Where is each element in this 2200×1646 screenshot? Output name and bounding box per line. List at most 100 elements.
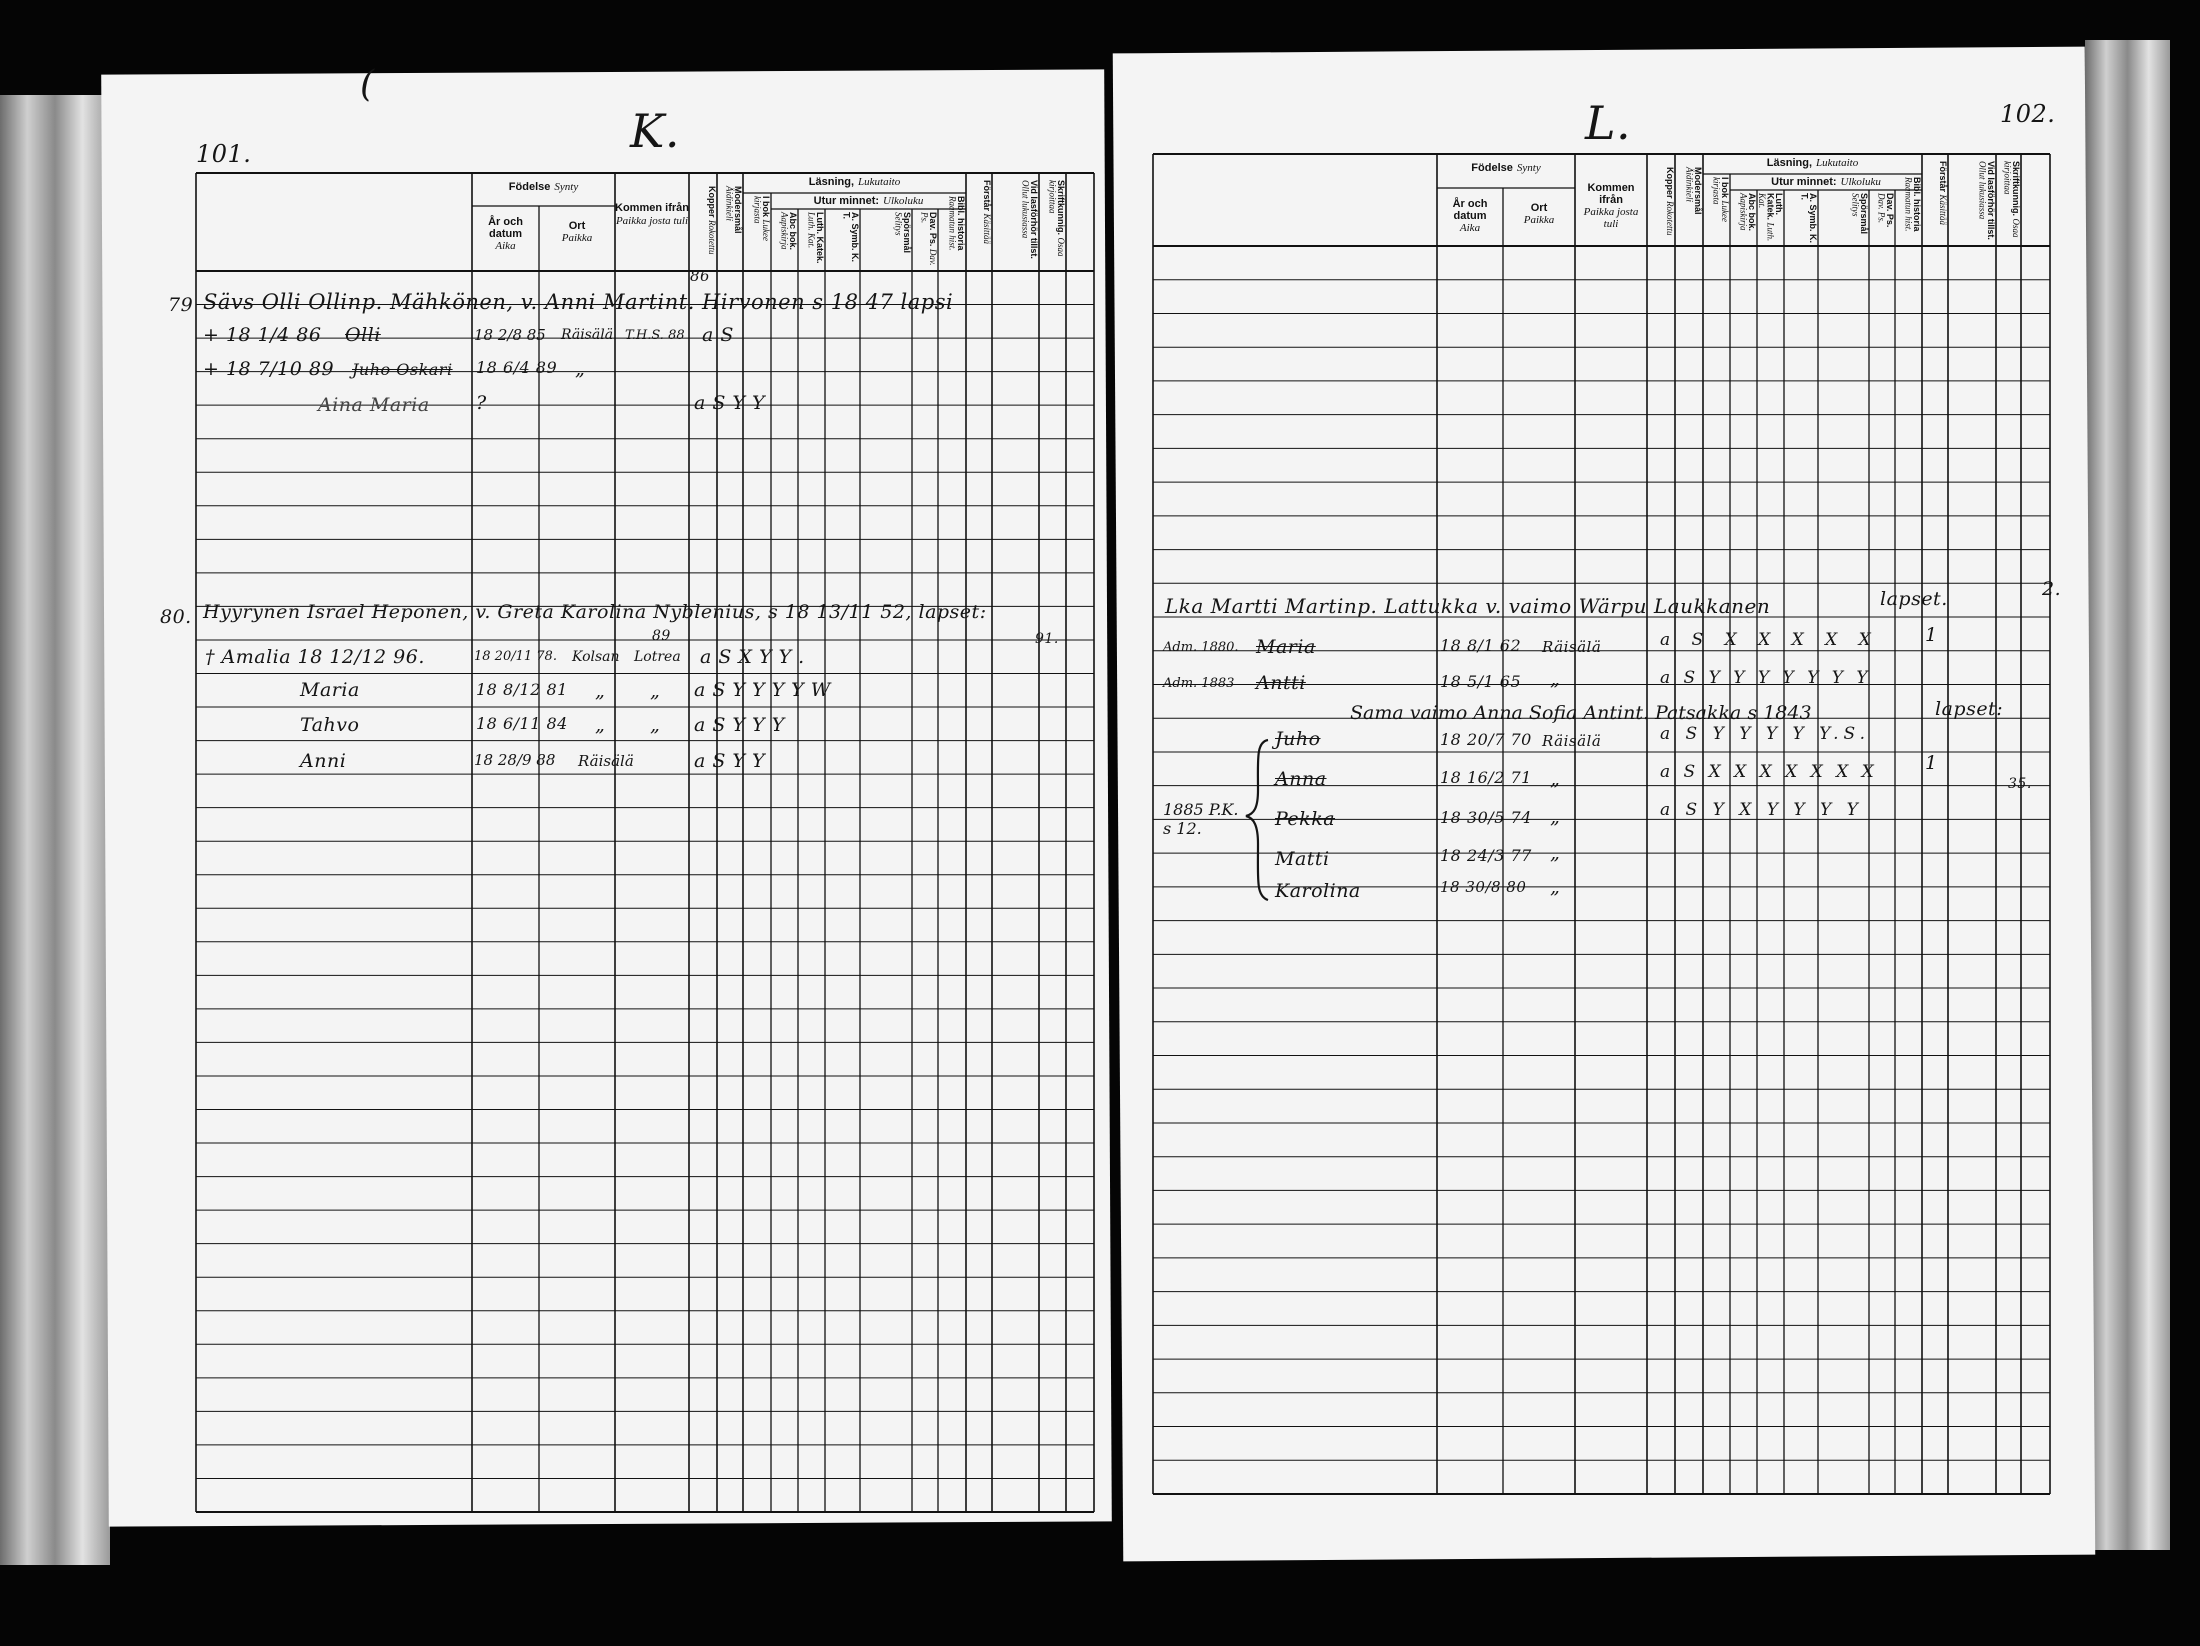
reading-marks: a S X Y Y . [700,646,805,668]
birth-place: Kolsan [572,649,620,665]
header-label-finnish: Paikka josta tuli [1583,205,1639,231]
section-letter-k: K. [630,104,680,158]
header-understands: Förstår Käsittää [1923,161,1948,243]
header-birth-date: År och datum Aika [1437,198,1503,234]
reading-marks: a S Y Y [694,750,766,772]
header-label: År och datum [1452,198,1488,223]
header-reads-book: I bok Lukee kirjasta [744,196,771,268]
entry-number: 79 [168,294,194,316]
person-name: Anni [300,750,347,772]
header-label: Födelse [508,181,551,193]
header-mother-tongue: Modersmål Äidinkieli [718,186,743,268]
reading-marks: a S Y Y Y Y Y.S. [1660,724,1870,744]
birth-date: 18 8/1 62 [1440,636,1522,655]
household-wife: Sama vaimo Anna Sofia Antint. Patsakka s… [1350,702,1812,724]
came-from: T.H.S. 88 [625,328,685,343]
header-symbol: A. Symb. K. T. [826,212,860,268]
header-understands: Förstår Käsittää [967,180,992,268]
birth-place: Räisälä [561,327,614,343]
entry-number: 80. [160,606,192,628]
birth-date: 18 2/8 85 [474,326,546,344]
person-name: Juho Oskari [352,360,453,379]
header-fodelse: Födelse Synty [472,181,615,193]
reading-marks: a S X X X X X X X [1660,762,1878,782]
header-label: Luth. Katek. [1765,193,1784,221]
section-letter-l: L. [1585,96,1632,150]
header-label-finnish: Aapiskirja [1738,193,1749,231]
person-name: Antti [1256,672,1306,694]
person-name: Maria [300,679,360,701]
reading-marks: a S Y Y Y Y W [694,679,831,701]
birth-place: „ [595,680,606,702]
header-abc-book: Abc bok. Aapiskirja [772,212,798,268]
header-label-finnish: Ulkoluku [1840,176,1881,188]
header-by-heart: Utur minnet: Ulkoluku [1730,176,1922,188]
birth-date: 18 6/4 89 [476,358,558,377]
header-label-finnish: Synty [1516,162,1541,174]
header-label-finnish: Käsittää [1938,194,1948,226]
header-label: I bok [761,196,771,218]
person-name: Anna [1275,768,1327,790]
header-can-write: Skriftkunnig. Osaa kirjoittaa [1997,161,2021,243]
header-label-finnish: Äidinkieli [724,186,735,221]
header-label-finnish: Paikka [561,232,593,245]
header-reading: Läsning, Lukutaito [1703,157,1922,169]
birth-place: „ [575,358,586,380]
header-label: A. Symb. K. T. [841,212,860,263]
birth-place: Räisälä [1542,732,1602,750]
header-label-finnish: Osaa kirjoittaa [1047,180,1066,257]
admission-note: Adm. 1880. [1163,640,1239,655]
header-fodelse: Födelse Synty [1437,162,1575,174]
header-bible-history: Bibl. historia Raamatun hist. [1896,177,1922,243]
header-label: Läsning, [808,176,855,188]
header-label: Skriftkunnig. [1056,180,1066,236]
header-label: Spörsmål [1859,193,1869,235]
birth-date: 18 20/7 70 [1440,730,1532,749]
household-head: Lka Martti Martinp. Lattukka v. vaimo Wä… [1165,594,1771,618]
header-abc-book: Abc bok. Aapiskirja [1731,193,1757,243]
header-label: Vid lasförhör tillst. [1986,161,1996,240]
header-came-from: Kommen ifrån Paikka josta tuli [1575,182,1647,230]
header-vaccinated: Kopper Rokotettu [1648,167,1675,243]
birth-place: Räisälä [1542,638,1602,656]
birth-date: 18 6/11 84 [476,714,568,733]
birth-place: „ [1550,668,1561,690]
header-label: Bibl. historia [956,196,966,251]
header-label: Ort [1530,202,1548,214]
header-label-finnish: Selitys [893,212,904,236]
header-psalms: Dav. Ps. Dav. Ps. [1870,193,1895,243]
header-label: Födelse [1471,162,1513,174]
header-label-finnish: Synty [554,181,579,193]
header-label: I bok [1720,177,1730,199]
person-name: Matti [1275,848,1330,870]
birth-date: 18 5/1 65 [1440,672,1522,691]
admission-note: Adm. 1883 [1163,676,1235,691]
person-name: Aina Maria [318,394,430,416]
birth-date: 18 16/2 71 [1440,768,1532,787]
came-from: „ [650,714,661,736]
header-vaccinated: Kopper Rokotettu [690,186,717,268]
birth-place: „ [595,714,606,736]
header-bible-history: Bibl. historia Raamatun hist. [939,196,966,268]
header-catechetical: Vid lasförhör tillst. Ollut lukusiassa [993,180,1039,268]
header-label-finnish: Raamatun hist. [1903,177,1914,232]
header-label: Abc bok. [1747,193,1757,232]
header-label: A. Symb. K. T. [1799,193,1818,244]
header-label-finnish: Ollut lukusiassa [1020,180,1031,239]
birth-date: 18 28/9 88 [474,751,556,769]
header-label-finnish: Osaa kirjoittaa [2002,161,2021,238]
header-label: Förstår [982,180,992,212]
header-label-finnish: Käsittää [982,213,992,245]
header-symbol: A. Symb. K. T. [1785,193,1818,244]
header-came-from: Kommen ifrån Paikka josta tuli [615,202,689,226]
birth-date: 18 24/3 77 [1440,846,1532,865]
page-number-right: 102. [2000,100,2056,128]
birth-place: „ [1550,842,1561,864]
reading-marks: a S Y Y [694,392,766,414]
corner-mark: ( [360,64,375,105]
reading-marks: a S X X X X X [1660,630,1879,650]
annotation: 86 [690,267,711,285]
header-questions: Spörsmål Selitys [861,212,912,268]
header-mother-tongue: Modersmål Äidinkieli [1676,167,1703,243]
birth-date: 18 30/8 80 [1440,878,1527,896]
